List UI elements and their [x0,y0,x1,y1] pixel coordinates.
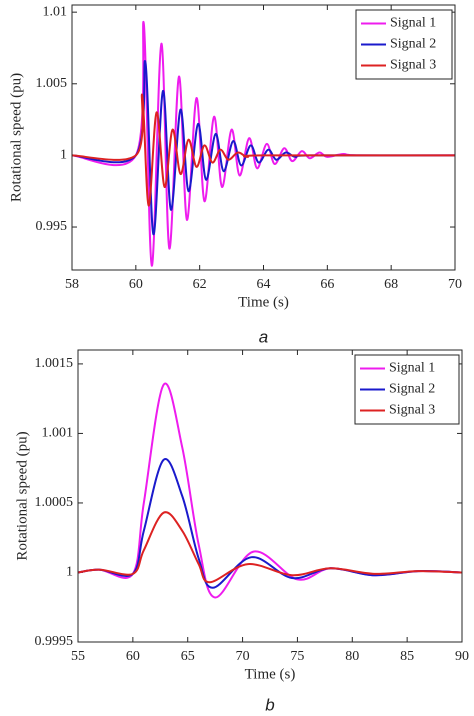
y-tick-label: 1.0005 [35,495,74,510]
y-tick-label: 1 [60,148,67,163]
legend-label: Signal 1 [389,361,435,376]
signal-line [72,93,455,207]
caption: b [265,695,274,714]
plot: 58 60 62 64 66 68 70 0.995 1 1.005 1.01 Time (s) Rot… [8,4,462,346]
legend-label: Signal 2 [389,382,435,397]
signal-line [72,60,455,236]
x-tick-label: 70 [236,649,250,664]
x-tick-label: 70 [448,277,462,292]
axes-box [71,4,456,271]
x-tick-label: 85 [400,649,414,664]
y-tick-label: 1.01 [43,4,68,19]
x-tick-label: 68 [384,277,398,292]
x-tick-label: 80 [345,649,359,664]
x-tick-label: 64 [257,277,271,292]
x-tick-label: 60 [129,277,143,292]
plot: 55 60 65 70 75 80 85 90 0.9995 1 1.0005 1.001 1.0015… [14,349,469,714]
y-axis-label: Rotational speed (pu) [8,73,24,202]
x-axis-label: Time (s) [238,294,289,310]
legend-label: Signal 1 [390,16,436,31]
signal-line [72,20,455,267]
x-tick-label: 66 [320,277,334,292]
signal-line [78,511,462,584]
x-tick-label: 65 [181,649,195,664]
legend-label: Signal 3 [389,403,435,418]
y-tick-label: 1 [66,565,73,580]
x-tick-label: 75 [290,649,304,664]
y-tick-label: 1.0015 [35,356,74,371]
x-tick-label: 55 [71,649,85,664]
y-tick-label: 1.001 [42,426,74,441]
y-tick-label: 1.005 [36,76,68,91]
y-axis-label: Rotational speed (pu) [14,431,30,560]
axes-box [77,349,463,643]
y-tick-label: 0.995 [36,219,68,234]
caption: a [259,327,268,346]
x-tick-label: 60 [126,649,140,664]
x-axis-label: Time (s) [245,666,296,682]
x-tick-label: 62 [193,277,207,292]
x-tick-label: 58 [65,277,79,292]
legend-label: Signal 3 [390,58,436,73]
x-tick-label: 90 [455,649,469,664]
y-tick-label: 0.9995 [35,634,74,649]
legend-label: Signal 2 [390,37,436,52]
